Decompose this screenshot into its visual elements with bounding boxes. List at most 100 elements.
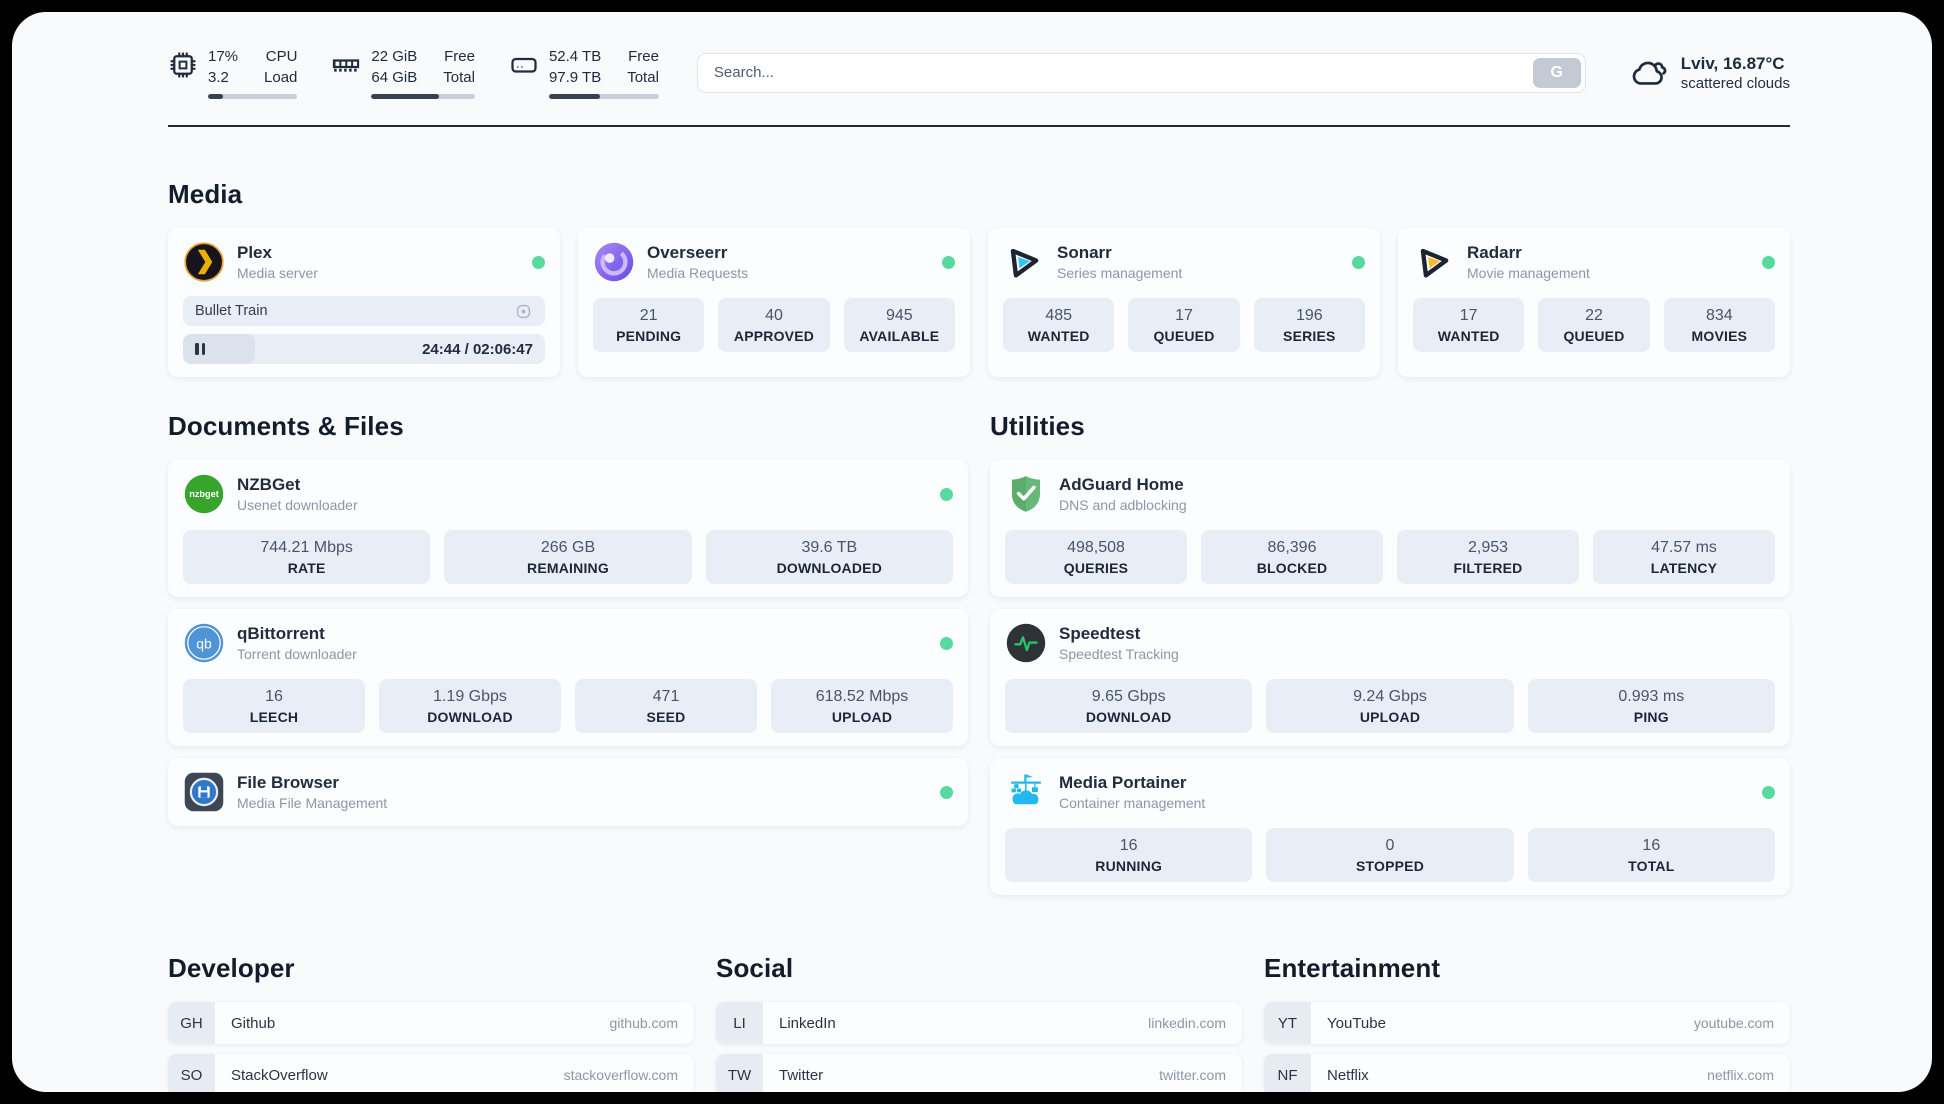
- stat-label: STOPPED: [1355, 858, 1425, 874]
- app-subtitle: Media server: [237, 264, 318, 281]
- status-online-dot: [942, 255, 955, 269]
- ram-icon: [333, 59, 360, 72]
- stat-value: 945: [885, 307, 913, 324]
- status-online-dot: [1762, 785, 1775, 799]
- stat-label: MOVIES: [1691, 328, 1748, 344]
- stat-label: WANTED: [1437, 328, 1500, 344]
- entertainment-section: Entertainment YT YouTube youtube.com NF …: [1264, 953, 1790, 1092]
- stat-box-running: 16 RUNNING: [1005, 828, 1253, 882]
- stat-value: 40: [765, 307, 783, 324]
- overseerr-card[interactable]: Overseerr Media Requests 21 PENDING 40 A…: [578, 228, 970, 377]
- status-online-dot: [940, 487, 953, 501]
- app-subtitle: Media Requests: [647, 264, 749, 281]
- pause-icon[interactable]: [195, 343, 205, 355]
- sonarr-card[interactable]: Sonarr Series management 485 WANTED 17 Q…: [988, 228, 1380, 377]
- app-subtitle: DNS and adblocking: [1059, 496, 1187, 513]
- bookmark-abbr: NF: [1264, 1054, 1311, 1092]
- filebrowser-card[interactable]: File Browser Media File Management: [168, 758, 968, 826]
- stat-value: 498,508: [1067, 539, 1125, 556]
- stat-box-queued: 17 QUEUED: [1128, 298, 1240, 352]
- stat-value: 744.21 Mbps: [260, 539, 353, 556]
- stat-label: LATENCY: [1650, 560, 1718, 576]
- plex-icon: [183, 241, 225, 283]
- search-engine-button[interactable]: G: [1532, 57, 1581, 88]
- developer-section: Developer GH Github github.com SO StackO…: [168, 953, 694, 1092]
- stat-label: UPLOAD: [1359, 709, 1421, 725]
- bookmark-youtube[interactable]: YT YouTube youtube.com: [1264, 1002, 1790, 1044]
- app-title: Plex: [237, 242, 272, 262]
- playback-time: 24:44 / 02:06:47: [422, 340, 533, 358]
- media-section: Media Plex Media server: [168, 179, 1790, 377]
- plex-card[interactable]: Plex Media server Bullet Train 24:44 / 0: [168, 228, 560, 377]
- radarr-card[interactable]: Radarr Movie management 17 WANTED 22 QUE…: [1398, 228, 1790, 377]
- app-subtitle: Media File Management: [237, 794, 388, 811]
- cpu-progress-fill: [208, 94, 224, 99]
- utilities-section-title: Utilities: [990, 411, 1085, 441]
- stat-value: 9.24 Gbps: [1353, 688, 1427, 705]
- status-online-dot: [1762, 255, 1775, 269]
- search-input[interactable]: [696, 52, 1586, 93]
- memory-stat: 22 GiB Free 64 GiB Total: [331, 46, 475, 99]
- bookmark-name: Netflix: [1327, 1066, 1369, 1084]
- documents-section: Documents & Files nzbget NZBGet U: [168, 411, 968, 826]
- stat-value: 2,953: [1467, 539, 1509, 556]
- stat-label: QUERIES: [1063, 560, 1129, 576]
- stat-box-upload: 618.52 Mbps UPLOAD: [771, 679, 953, 733]
- developer-section-title: Developer: [168, 953, 295, 983]
- stat-label: REMAINING: [527, 560, 609, 576]
- header-divider: [168, 125, 1790, 127]
- bookmark-netflix[interactable]: NF Netflix netflix.com: [1264, 1054, 1790, 1092]
- bookmark-url: linkedin.com: [1148, 1015, 1226, 1031]
- portainer-card[interactable]: Media Portainer Container management 16 …: [990, 758, 1790, 895]
- memory-progress-bar: [371, 94, 475, 99]
- bookmark-abbr: SO: [168, 1054, 215, 1092]
- stat-value: 0.993 ms: [1618, 688, 1685, 705]
- stat-label: TOTAL: [1628, 858, 1675, 874]
- stat-value: 22: [1585, 307, 1603, 324]
- stat-value: 196: [1295, 307, 1323, 324]
- bookmark-stackoverflow[interactable]: SO StackOverflow stackoverflow.com: [168, 1054, 694, 1092]
- stat-value: 17: [1175, 307, 1193, 324]
- disk-icon: [511, 57, 537, 73]
- memory-free-label: Free: [444, 48, 475, 65]
- cast-icon[interactable]: [514, 302, 533, 321]
- cpu-stat: 17% CPU 3.2 Load: [168, 46, 298, 99]
- stat-label: PENDING: [616, 328, 682, 344]
- nzbget-card[interactable]: nzbget NZBGet Usenet downloader 744.21 M…: [168, 460, 968, 597]
- memory-free-value: 22 GiB: [371, 48, 418, 65]
- stat-value: 618.52 Mbps: [815, 688, 909, 705]
- bookmark-twitter[interactable]: TW Twitter twitter.com: [716, 1054, 1242, 1092]
- cpu-usage-value: 17%: [208, 48, 239, 65]
- speedtest-card[interactable]: Speedtest Speedtest Tracking 9.65 Gbps D…: [990, 609, 1790, 746]
- playback-progress-bar[interactable]: 24:44 / 02:06:47: [183, 334, 545, 364]
- adguard-card[interactable]: AdGuard Home DNS and adblocking 498,508 …: [990, 460, 1790, 597]
- stat-box-blocked: 86,396 BLOCKED: [1201, 530, 1383, 584]
- stat-value: 16: [265, 688, 283, 705]
- stat-value: 39.6 TB: [801, 539, 858, 556]
- bookmark-url: youtube.com: [1693, 1015, 1774, 1031]
- stat-value: 47.57 ms: [1651, 539, 1717, 556]
- cpu-chip-icon: [170, 52, 196, 78]
- stat-label: RATE: [287, 560, 326, 576]
- sonarr-icon: [1003, 241, 1045, 283]
- media-section-title: Media: [168, 179, 243, 209]
- stat-box-queries: 498,508 QUERIES: [1005, 530, 1187, 584]
- stat-box-ping: 0.993 ms PING: [1527, 679, 1775, 733]
- bookmark-github[interactable]: GH Github github.com: [168, 1002, 694, 1044]
- app-title: Sonarr: [1057, 242, 1112, 262]
- dashboard-page: 17% CPU 3.2 Load: [12, 12, 1932, 1092]
- qbittorrent-card[interactable]: qb qBittorrent Torrent downloader 16 LEE…: [168, 609, 968, 746]
- stat-box-queued: 22 QUEUED: [1538, 298, 1650, 352]
- stat-value: 1.19 Gbps: [433, 688, 507, 705]
- memory-progress-fill: [371, 94, 439, 99]
- status-online-dot: [940, 636, 953, 650]
- stat-box-downloaded: 39.6 TB DOWNLOADED: [705, 530, 953, 584]
- stat-value: 266 GB: [540, 539, 596, 556]
- stat-label: DOWNLOADED: [776, 560, 883, 576]
- svg-text:qb: qb: [196, 635, 212, 651]
- app-subtitle: Speedtest Tracking: [1059, 645, 1179, 662]
- bookmark-linkedin[interactable]: LI LinkedIn linkedin.com: [716, 1002, 1242, 1044]
- stat-label: SEED: [646, 709, 686, 725]
- weather-widget[interactable]: Lviv, 16.87°C scattered clouds: [1630, 53, 1790, 92]
- stat-box-approved: 40 APPROVED: [718, 298, 830, 352]
